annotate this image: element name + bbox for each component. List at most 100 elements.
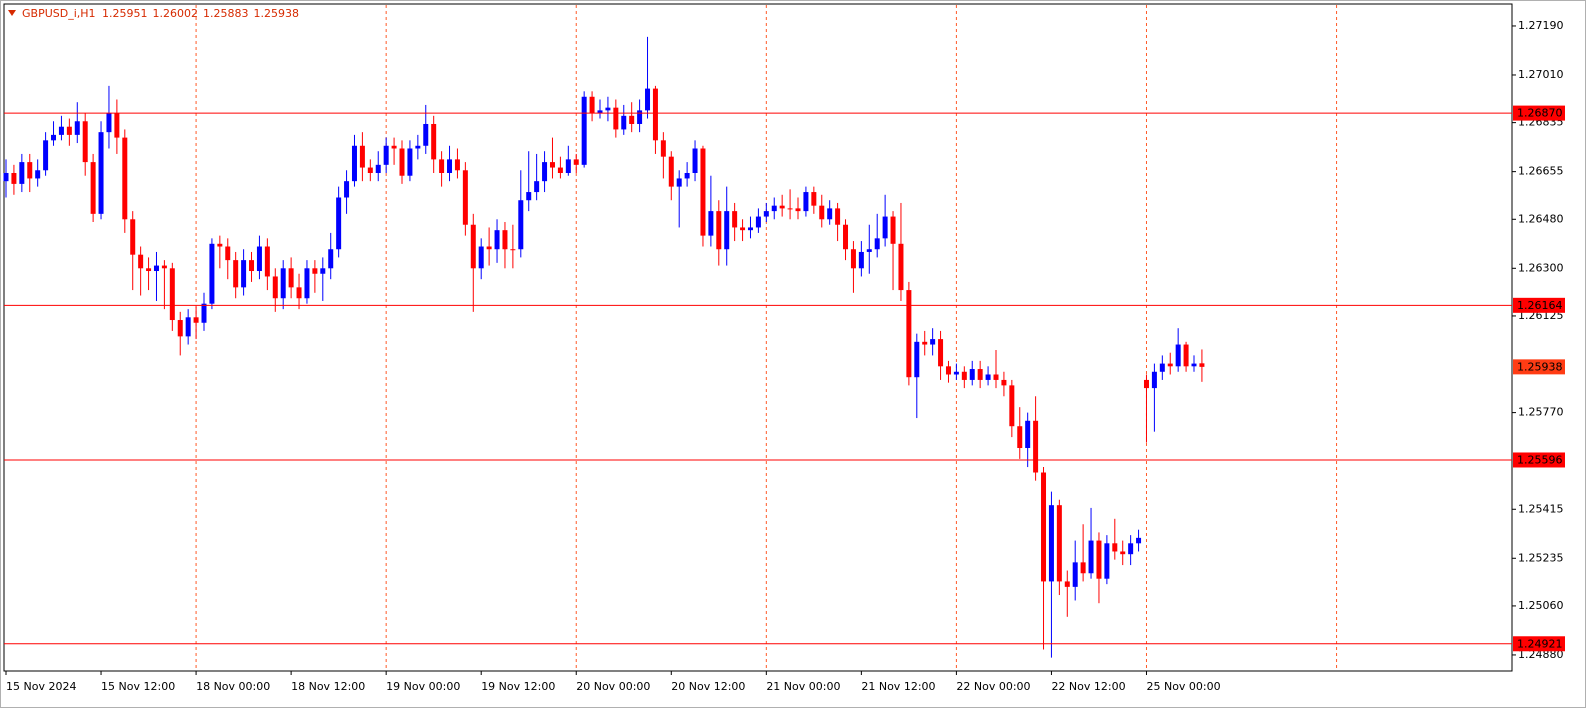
candle-body [1136, 537, 1142, 544]
candle-body [233, 260, 239, 288]
candle-body [827, 208, 833, 220]
candle-body [280, 268, 286, 299]
candle-body [850, 249, 856, 269]
x-tick-label: 22 Nov 00:00 [956, 680, 1030, 693]
candle-body [51, 134, 57, 141]
candle-body [494, 230, 500, 250]
candle-body [58, 126, 64, 135]
y-tick-label: 1.25770 [1518, 406, 1564, 419]
candle-body [447, 159, 453, 173]
level-label: 1.26870 [1517, 107, 1563, 120]
candle-body [1072, 562, 1078, 587]
candle-body [328, 249, 334, 269]
symbol-title: GBPUSD_i,H1 [22, 7, 96, 20]
x-tick-label: 21 Nov 12:00 [861, 680, 935, 693]
candle-body [249, 260, 255, 272]
candle-body [153, 265, 159, 272]
candle-body [740, 227, 746, 231]
candle-body [98, 132, 104, 214]
y-tick-label: 1.27190 [1518, 19, 1564, 32]
candle-body [771, 205, 777, 212]
candle-body [755, 216, 761, 228]
candle-body [3, 172, 9, 182]
symbol-arrow [8, 10, 16, 16]
candle-body [82, 121, 88, 163]
candle-body [431, 123, 437, 160]
candle-body [19, 162, 25, 184]
candle-body [1183, 344, 1189, 367]
candle-body [383, 145, 389, 165]
candle-body [1080, 562, 1086, 574]
candle-body [977, 369, 983, 380]
level-label: 1.26164 [1517, 299, 1563, 312]
candle-body [296, 287, 302, 299]
candle-body [613, 107, 619, 130]
candle-body [629, 115, 635, 124]
candle-body [359, 145, 365, 168]
candle-body [217, 243, 223, 247]
candle-body [573, 159, 579, 165]
candle-body [90, 162, 96, 214]
candle-body [898, 243, 904, 291]
level-label-box [1513, 297, 1565, 313]
candle-body [1104, 543, 1110, 579]
candle-body [652, 88, 658, 141]
candle-body [27, 162, 33, 179]
candle-body [399, 148, 405, 176]
candle-body [264, 246, 270, 277]
price-label: 1.25938 [1517, 360, 1563, 373]
candle-body [66, 126, 72, 135]
candle-body [1151, 371, 1157, 389]
candle-body [470, 224, 476, 269]
candle-body [1088, 540, 1094, 574]
candle-body [1001, 379, 1007, 386]
candle-body [684, 172, 690, 179]
y-tick-label: 1.25060 [1518, 599, 1564, 612]
x-tick-label: 19 Nov 00:00 [386, 680, 460, 693]
candle-body [130, 219, 136, 255]
x-tick-label: 25 Nov 00:00 [1146, 680, 1220, 693]
candle-body [391, 145, 397, 149]
candle-body [114, 113, 120, 138]
y-tick-label: 1.26655 [1518, 165, 1564, 178]
candle-body [557, 167, 563, 173]
candle-body [351, 145, 357, 182]
candle-body [1056, 505, 1062, 582]
candle-body [1096, 540, 1102, 579]
candle-body [747, 227, 753, 231]
candle-body [1112, 543, 1118, 552]
candle-body [668, 156, 674, 187]
y-tick-label: 1.25415 [1518, 502, 1564, 515]
candle-body [122, 137, 128, 220]
candle-body [526, 192, 532, 201]
candle-body [866, 249, 872, 252]
candle-body [993, 374, 999, 380]
candle-body [565, 159, 571, 173]
candle-body [843, 224, 849, 250]
candle-body [1017, 426, 1023, 449]
candle-body [779, 205, 785, 209]
candle-body [146, 268, 152, 272]
candle-body [320, 268, 326, 274]
candle-body [1041, 472, 1047, 582]
candle-body [478, 246, 484, 269]
candle-body [795, 208, 801, 212]
x-tick-label: 22 Nov 12:00 [1051, 680, 1125, 693]
candle-body [106, 113, 112, 133]
x-tick-label: 20 Nov 12:00 [671, 680, 745, 693]
candle-body [462, 170, 468, 225]
candle-body [716, 211, 722, 250]
candle-body [961, 371, 967, 380]
candle-body [787, 208, 793, 210]
candle-body [423, 123, 429, 146]
candle-body [1191, 363, 1197, 367]
x-tick-label: 18 Nov 00:00 [196, 680, 270, 693]
candle-body [914, 341, 920, 378]
header-low: 1.25883 [203, 7, 249, 20]
candle-body [621, 115, 627, 130]
candle-body [549, 162, 555, 168]
candle-body [930, 339, 936, 345]
candle-body [763, 211, 769, 217]
